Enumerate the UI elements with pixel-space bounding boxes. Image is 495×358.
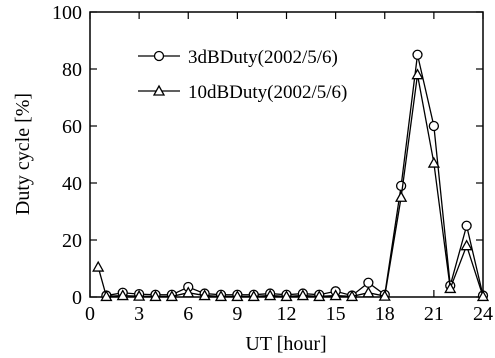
data-point-triangle xyxy=(296,289,309,301)
y-tick-label: 100 xyxy=(52,2,82,24)
data-point-triangle xyxy=(444,282,457,294)
series-line-10db xyxy=(97,74,484,298)
data-point-triangle xyxy=(149,290,162,302)
x-tick-label: 0 xyxy=(85,303,95,325)
x-tick-label: 18 xyxy=(375,303,395,325)
legend-label-3db: 3dBDuty(2002/5/6) xyxy=(188,47,338,68)
data-point-circle xyxy=(395,180,407,192)
data-point-triangle xyxy=(378,289,391,301)
x-tick-label: 3 xyxy=(134,303,144,325)
data-point-triangle xyxy=(214,290,228,302)
data-point-triangle xyxy=(345,290,359,302)
data-point-triangle xyxy=(362,286,375,298)
data-point-triangle xyxy=(133,289,146,301)
data-point-triangle xyxy=(247,290,260,302)
data-point-triangle xyxy=(116,289,129,301)
series-layer xyxy=(92,49,490,302)
legend-entry-3db: 3dBDuty(2002/5/6) xyxy=(138,47,338,68)
x-tick-label: 6 xyxy=(183,303,193,325)
data-point-circle xyxy=(461,220,472,231)
data-point-triangle xyxy=(92,260,105,272)
y-tick-label: 20 xyxy=(62,230,82,252)
data-point-triangle xyxy=(329,289,342,301)
data-point-circle xyxy=(363,277,374,288)
x-tick-label: 21 xyxy=(424,303,444,325)
data-point-triangle xyxy=(427,156,440,168)
y-tick-label: 40 xyxy=(62,173,82,195)
axis-tick-labels: 0 3 6 9 12 15 18 21 24 0 20 40 60 80 100 xyxy=(52,2,493,325)
data-point-triangle xyxy=(198,289,211,301)
data-point-triangle xyxy=(165,290,178,302)
data-point-triangle xyxy=(313,290,326,302)
x-axis-title: UT [hour] xyxy=(245,333,326,355)
x-tick-label: 9 xyxy=(232,303,242,325)
data-point-triangle xyxy=(395,190,408,202)
legend-marker-triangle xyxy=(152,84,166,96)
y-tick-label: 0 xyxy=(72,287,82,309)
data-point-triangle xyxy=(460,239,473,251)
data-point-triangle xyxy=(411,68,424,80)
data-point-circle xyxy=(428,120,440,132)
legend: 3dBDuty(2002/5/6) 10dBDuty(2002/5/6) xyxy=(138,47,347,103)
data-point-triangle xyxy=(182,286,195,298)
y-tick-label: 80 xyxy=(62,59,82,81)
data-point-triangle xyxy=(100,290,113,302)
data-point-triangle xyxy=(231,290,244,302)
data-point-triangle xyxy=(280,290,293,302)
legend-marker-circle xyxy=(153,50,165,62)
y-axis-title: Duty cycle [%] xyxy=(12,93,34,215)
y-tick-label: 60 xyxy=(62,116,82,138)
data-point-circle xyxy=(412,49,423,60)
data-point-triangle xyxy=(264,289,277,301)
x-tick-label: 12 xyxy=(277,303,297,325)
legend-entry-10db: 10dBDuty(2002/5/6) xyxy=(138,82,347,103)
x-tick-label: 24 xyxy=(473,303,493,325)
data-point-triangle xyxy=(476,290,490,302)
legend-label-10db: 10dBDuty(2002/5/6) xyxy=(188,82,347,103)
x-tick-label: 15 xyxy=(326,303,346,325)
